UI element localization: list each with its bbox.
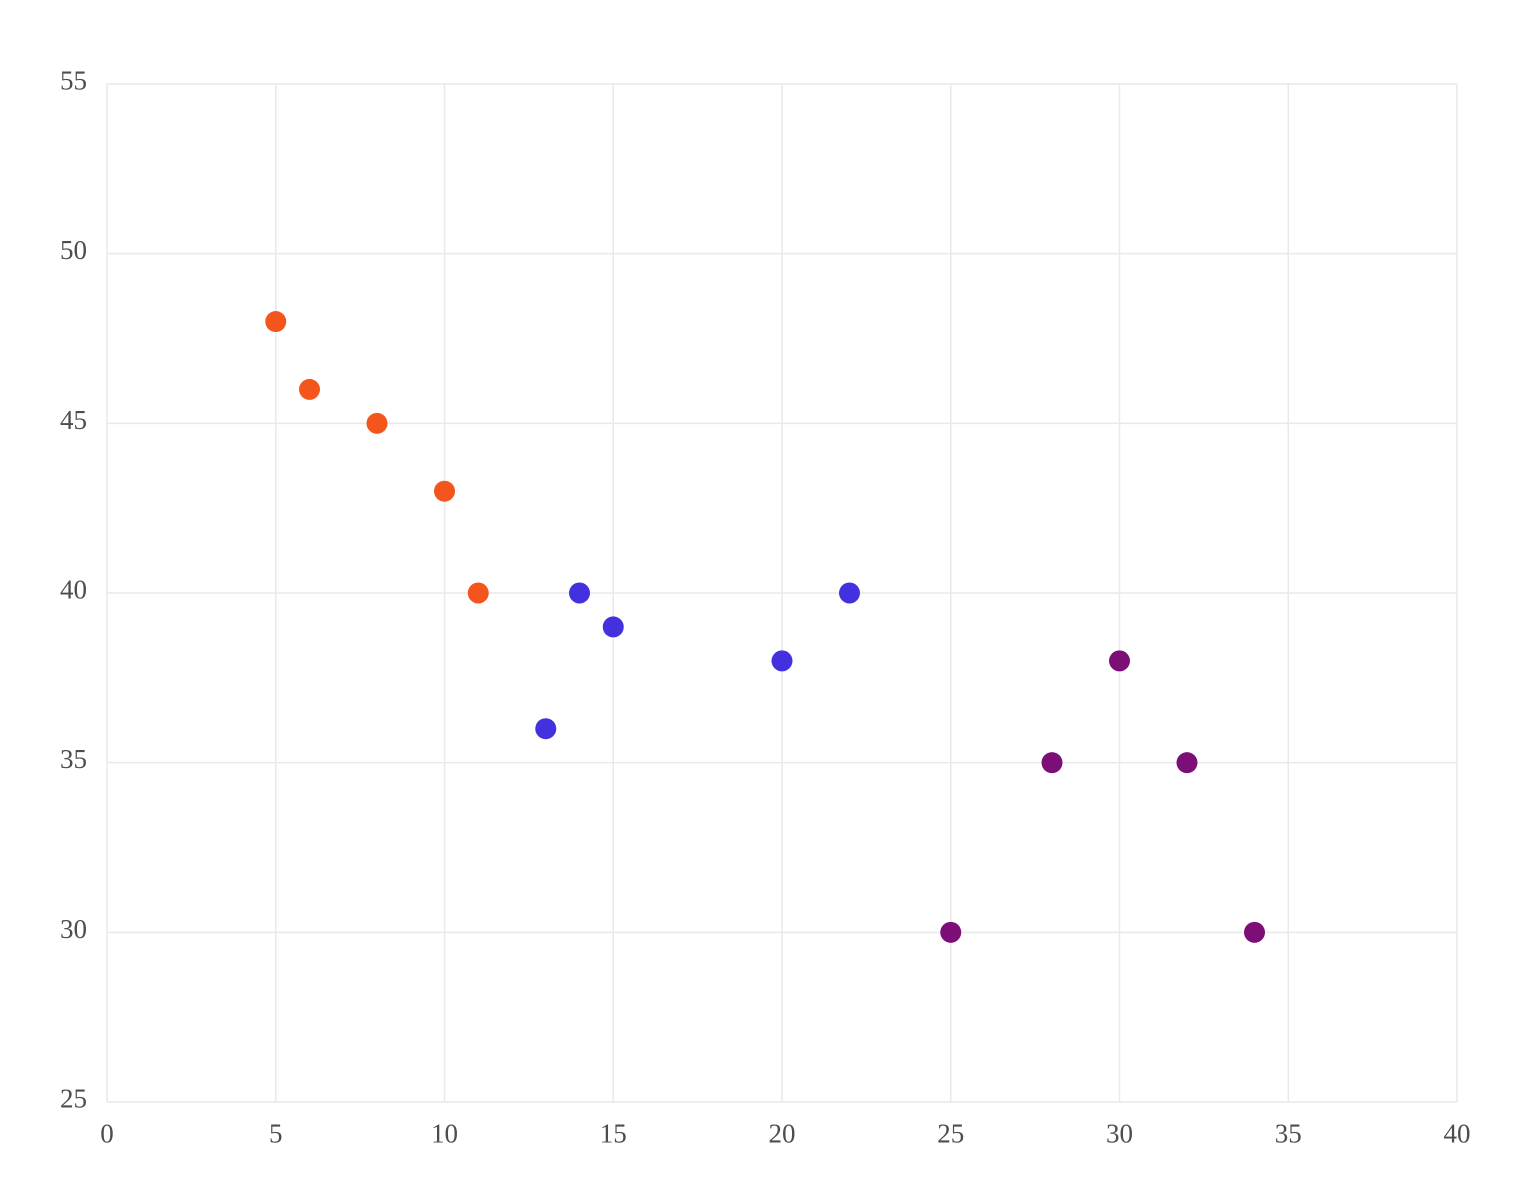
- x-tick-labels: 0 5 10 15 20 25 30 35 40: [100, 1118, 1470, 1148]
- data-point: [1244, 921, 1265, 943]
- data-point: [299, 378, 320, 400]
- series-purple: [940, 650, 1265, 943]
- gridlines: [106, 83, 1458, 1103]
- y-tick-label: 25: [60, 1083, 87, 1113]
- x-tick-label: 15: [600, 1118, 627, 1148]
- data-point: [569, 582, 590, 604]
- data-point: [1041, 752, 1063, 774]
- x-tick-label: 40: [1444, 1118, 1471, 1148]
- x-tick-label: 35: [1275, 1118, 1302, 1148]
- x-tick-label: 25: [937, 1118, 964, 1148]
- y-tick-label: 55: [60, 65, 87, 95]
- series-blue: [535, 582, 860, 740]
- y-tick-labels: 25 30 35 40 45 50 55: [60, 65, 87, 1113]
- data-point: [434, 480, 455, 502]
- data-point: [940, 921, 962, 943]
- x-tick-label: 20: [769, 1118, 796, 1148]
- y-tick-label: 45: [60, 405, 87, 435]
- x-tick-label: 5: [269, 1118, 283, 1148]
- x-tick-label: 0: [100, 1118, 114, 1148]
- data-point: [265, 311, 287, 333]
- y-tick-label: 50: [60, 235, 87, 265]
- data-point: [1176, 752, 1198, 774]
- x-tick-label: 10: [431, 1118, 458, 1148]
- data-point: [1109, 650, 1130, 672]
- y-tick-label: 30: [60, 914, 87, 944]
- data-point: [771, 650, 793, 672]
- data-point: [602, 616, 624, 638]
- y-tick-label: 35: [60, 744, 87, 774]
- series-orange: [265, 311, 489, 604]
- y-tick-label: 40: [60, 574, 87, 604]
- x-tick-label: 30: [1106, 1118, 1133, 1148]
- data-point: [839, 582, 860, 604]
- data-point: [535, 718, 557, 740]
- data-point: [366, 412, 388, 434]
- data-point: [467, 582, 489, 604]
